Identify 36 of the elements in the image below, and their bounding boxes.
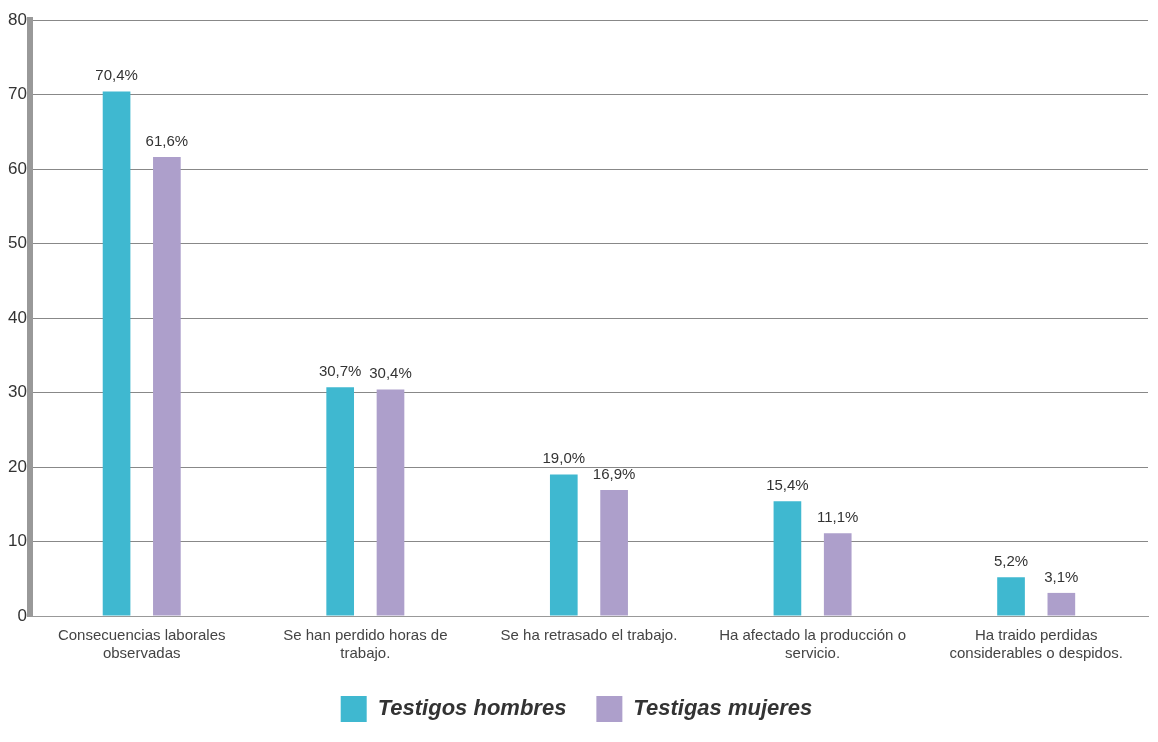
x-tick-label: Se han perdido horas de trabajo. (283, 626, 448, 662)
y-tick-label: 40 (7, 307, 27, 327)
bar (823, 533, 852, 616)
bar (1047, 592, 1076, 616)
bar (102, 91, 131, 616)
data-label: 30,7% (318, 361, 362, 379)
bar (997, 577, 1025, 616)
bar (773, 501, 802, 616)
bar (600, 490, 628, 616)
y-tick-label: 70 (7, 84, 27, 104)
bar (376, 389, 405, 616)
bar (326, 387, 355, 616)
y-tick-label: 0 (17, 605, 27, 625)
data-label: 70,4% (95, 66, 138, 84)
y-tick-label: 80 (7, 9, 27, 29)
y-tick-label: 60 (7, 158, 27, 178)
data-label: 5,2% (993, 551, 1029, 569)
y-tick-label: 50 (7, 233, 27, 253)
x-tick-label: Ha traido perdidas considerables o despidos. (949, 626, 1123, 662)
data-label: 61,6% (145, 131, 189, 149)
bar (549, 474, 578, 616)
legend-label: Testigos hombres (377, 695, 567, 721)
x-tick-label: Consecuencias laborales observadas (57, 626, 226, 662)
legend-label: Testigas mujeres (633, 695, 813, 721)
data-label: 19,0% (542, 449, 586, 467)
bar (153, 157, 181, 616)
y-tick-label: 10 (7, 531, 27, 551)
y-tick-label: 30 (7, 382, 27, 402)
x-tick-label: Ha afectado la producción o servicio. (719, 626, 906, 662)
data-label: 3,1% (1044, 567, 1079, 585)
data-label: 11,1% (817, 507, 859, 525)
y-tick-label: 20 (7, 456, 27, 476)
data-label: 30,4% (369, 364, 412, 382)
data-label: 16,9% (592, 464, 636, 482)
data-label: 15,4% (766, 475, 809, 493)
x-tick-label: Se ha retrasado el trabajo. (500, 626, 678, 644)
